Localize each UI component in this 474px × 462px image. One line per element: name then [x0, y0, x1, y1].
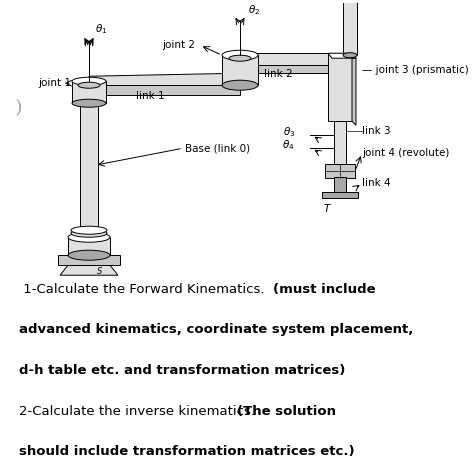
Bar: [80, 100, 98, 230]
Bar: [328, 53, 352, 121]
Polygon shape: [89, 73, 240, 88]
Ellipse shape: [229, 55, 251, 61]
Bar: [322, 192, 358, 198]
Text: link 1: link 1: [136, 91, 164, 101]
Bar: [72, 81, 106, 103]
Text: link 2: link 2: [264, 69, 292, 79]
Ellipse shape: [72, 77, 106, 85]
Text: $\theta_2$: $\theta_2$: [248, 3, 260, 17]
Text: joint 2: joint 2: [162, 40, 195, 50]
Text: 1-Calculate the Forward Kinematics.: 1-Calculate the Forward Kinematics.: [19, 283, 264, 296]
Bar: [58, 255, 120, 265]
Bar: [334, 177, 346, 193]
Text: advanced kinematics, coordinate system placement,: advanced kinematics, coordinate system p…: [19, 323, 413, 336]
Text: joint 1: joint 1: [38, 78, 71, 88]
Text: joint 4 (revolute): joint 4 (revolute): [362, 148, 449, 158]
Bar: [68, 237, 110, 255]
Ellipse shape: [68, 232, 110, 242]
Polygon shape: [240, 53, 340, 65]
Text: $T$: $T$: [323, 202, 332, 214]
Text: d-h table etc. and transformation matrices): d-h table etc. and transformation matric…: [19, 364, 346, 377]
Text: $\theta_1$: $\theta_1$: [95, 23, 107, 36]
Text: $\theta_3$: $\theta_3$: [283, 125, 295, 139]
Polygon shape: [328, 53, 356, 58]
Ellipse shape: [222, 80, 258, 90]
Text: (must include: (must include: [273, 283, 375, 296]
Text: — joint 3 (prismatic): — joint 3 (prismatic): [362, 65, 469, 75]
Ellipse shape: [71, 229, 107, 237]
Text: link 4: link 4: [362, 178, 391, 188]
Ellipse shape: [222, 50, 258, 60]
Text: $S$: $S$: [97, 265, 103, 276]
Bar: [222, 55, 258, 85]
Polygon shape: [352, 58, 356, 125]
Ellipse shape: [72, 99, 106, 107]
Bar: [334, 121, 346, 165]
Ellipse shape: [68, 250, 110, 260]
Ellipse shape: [71, 226, 107, 234]
Bar: [343, 0, 357, 55]
Text: 2-Calculate the inverse kinematics.: 2-Calculate the inverse kinematics.: [19, 405, 255, 418]
Ellipse shape: [78, 82, 100, 88]
Polygon shape: [240, 65, 340, 73]
Text: link 3: link 3: [362, 126, 391, 136]
Bar: [325, 164, 355, 178]
Text: should include transformation matrices etc.): should include transformation matrices e…: [19, 445, 355, 458]
Ellipse shape: [343, 53, 357, 58]
Polygon shape: [60, 265, 118, 275]
Text: Base (link 0): Base (link 0): [185, 143, 250, 153]
Text: (The solution: (The solution: [237, 405, 336, 418]
Polygon shape: [89, 85, 240, 95]
Text: $\theta_4$: $\theta_4$: [283, 138, 295, 152]
Text: ): ): [14, 99, 22, 117]
